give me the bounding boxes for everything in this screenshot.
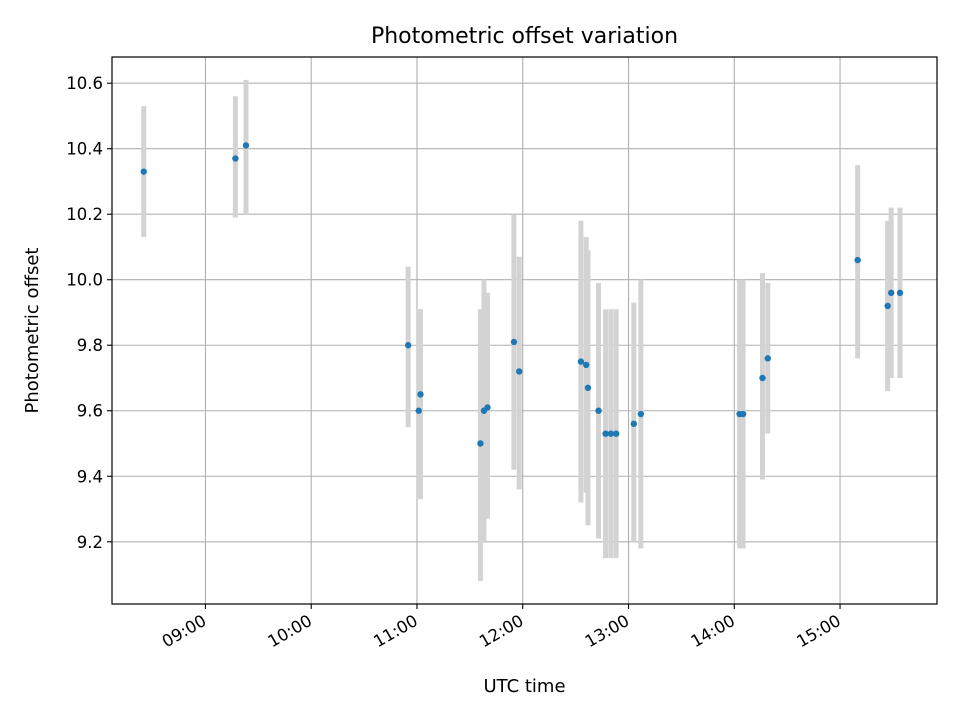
data-point: [140, 168, 147, 175]
data-point: [584, 384, 592, 392]
x-tick-label: 09:00: [159, 611, 210, 651]
data-point: [612, 430, 620, 437]
data-point: [484, 404, 491, 411]
data-point: [637, 410, 645, 418]
data-point: [415, 407, 422, 414]
data-point: [242, 142, 250, 149]
data-point: [510, 338, 518, 346]
x-tick-label: 13:00: [582, 611, 633, 651]
data-point: [764, 355, 771, 362]
y-tick-label: 10.2: [66, 205, 103, 224]
data-point: [595, 407, 602, 414]
grid: [112, 57, 937, 604]
data-point: [884, 302, 891, 310]
x-axis: 09:00 10:00 11:00 12:00 13:00 14:00 15:00: [159, 604, 844, 651]
data-point: [232, 155, 239, 162]
data-point: [477, 440, 484, 447]
y-axis: 9.2 9.4 9.6 9.8 10.0 10.2 10.4 10.6: [66, 74, 112, 552]
data-point: [896, 289, 904, 297]
data-point: [887, 289, 895, 297]
data-point: [602, 430, 609, 437]
x-tick-label: 12:00: [476, 611, 527, 651]
data-point: [417, 391, 424, 398]
data-point: [854, 256, 861, 264]
data-point: [404, 342, 412, 349]
x-tick-label: 15:00: [793, 611, 844, 651]
y-tick-label: 9.6: [77, 402, 103, 421]
x-tick-label: 14:00: [688, 611, 739, 651]
x-tick-label: 11:00: [370, 611, 421, 651]
error-bars: [141, 79, 903, 582]
y-tick-label: 10.4: [66, 140, 103, 159]
y-tick-label: 10.6: [66, 74, 103, 93]
data-point: [759, 374, 766, 382]
data-points: [140, 142, 904, 447]
data-point: [607, 430, 615, 437]
x-axis-label: UTC time: [483, 676, 565, 697]
data-point: [577, 358, 585, 365]
y-axis-label: Photometric offset: [22, 248, 43, 414]
chart-title: Photometric offset variation: [371, 24, 678, 49]
y-tick-label: 9.8: [77, 336, 103, 355]
data-point: [582, 361, 590, 369]
y-tick-label: 10.0: [66, 271, 103, 290]
x-tick-label: 10:00: [265, 611, 316, 651]
y-tick-label: 9.4: [77, 467, 103, 486]
plot-frame: [111, 56, 938, 605]
data-point: [739, 410, 747, 418]
data-point: [516, 368, 523, 375]
y-tick-label: 9.2: [77, 533, 103, 552]
data-point: [630, 420, 637, 428]
